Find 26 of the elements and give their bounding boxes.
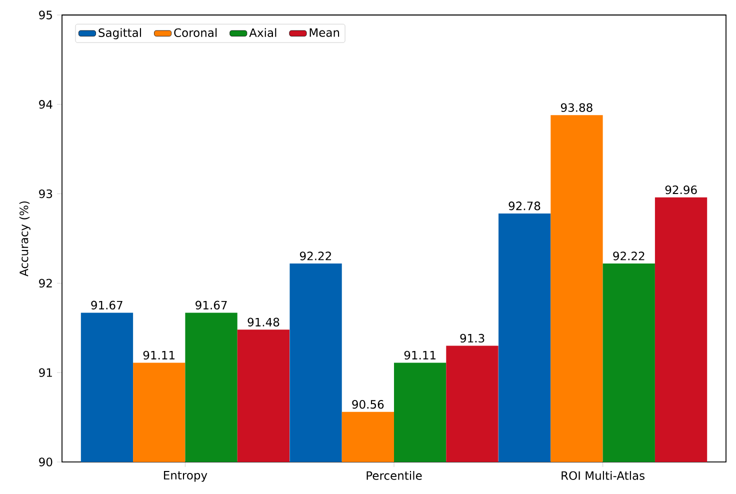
data-label: 91.3 xyxy=(460,334,484,343)
data-label: 92.78 xyxy=(508,202,540,210)
legend-label: Sagittal xyxy=(98,28,141,40)
legend-label: Axial xyxy=(249,28,276,38)
x-tick-label: ROI Multi-Atlas xyxy=(562,471,645,480)
data-label: 91.11 xyxy=(143,350,174,360)
data-label: 91.67 xyxy=(196,300,227,310)
legend-label: Coronal xyxy=(174,28,217,38)
y-tick-label: 92 xyxy=(39,278,52,288)
y-tick-label: 94 xyxy=(39,100,52,109)
data-label: 90.56 xyxy=(352,400,384,409)
data-label: 91.11 xyxy=(404,350,436,360)
y-tick-label: 91 xyxy=(39,368,52,377)
legend-label: Mean xyxy=(310,28,340,37)
data-label: 92.22 xyxy=(300,252,332,260)
data-label: 91.48 xyxy=(248,318,280,326)
y-tick-label: 90 xyxy=(39,458,52,466)
y-tick-label: 93 xyxy=(39,189,52,198)
data-label: 92.22 xyxy=(613,252,644,260)
x-tick-label: Percentile xyxy=(366,471,422,480)
data-label: 93.88 xyxy=(560,103,592,112)
x-tick-label: Entropy xyxy=(164,471,208,482)
y-tick-label: 95 xyxy=(39,10,52,20)
y-axis-title: Accuracy (%) xyxy=(19,201,30,276)
data-label: 92.96 xyxy=(665,185,697,194)
data-label: 91.67 xyxy=(91,300,122,310)
